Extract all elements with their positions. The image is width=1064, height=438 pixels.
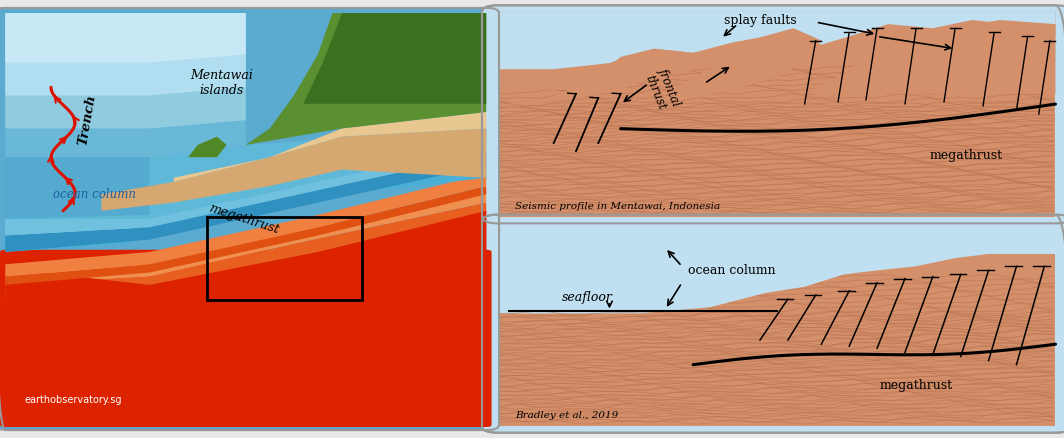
- Text: frontal
thrust: frontal thrust: [642, 66, 683, 113]
- Polygon shape: [5, 145, 486, 236]
- Polygon shape: [498, 221, 1055, 314]
- Polygon shape: [101, 128, 486, 211]
- Polygon shape: [5, 190, 486, 285]
- FancyBboxPatch shape: [482, 215, 1064, 433]
- Polygon shape: [498, 12, 1055, 69]
- Text: ocean column: ocean column: [688, 264, 776, 277]
- Polygon shape: [5, 13, 246, 157]
- Text: Seismic profile in Mentawai, Indonesia: Seismic profile in Mentawai, Indonesia: [515, 202, 720, 211]
- Polygon shape: [173, 112, 486, 182]
- Bar: [207, 217, 362, 300]
- Polygon shape: [5, 211, 486, 425]
- Polygon shape: [246, 13, 486, 145]
- Polygon shape: [5, 128, 486, 219]
- Polygon shape: [5, 13, 246, 95]
- Text: Mentawai
islands: Mentawai islands: [190, 69, 253, 97]
- Polygon shape: [5, 13, 246, 128]
- Polygon shape: [498, 225, 1055, 426]
- Text: seafloor: seafloor: [562, 290, 613, 304]
- Polygon shape: [665, 28, 821, 98]
- Polygon shape: [804, 20, 1055, 94]
- Polygon shape: [5, 13, 246, 63]
- Polygon shape: [188, 137, 227, 157]
- Polygon shape: [498, 12, 1055, 90]
- Polygon shape: [5, 186, 486, 285]
- Polygon shape: [498, 16, 1055, 217]
- Text: Bradley et al., 2019: Bradley et al., 2019: [515, 411, 618, 420]
- Polygon shape: [5, 13, 150, 219]
- Polygon shape: [5, 166, 486, 252]
- Polygon shape: [5, 174, 486, 277]
- Polygon shape: [5, 202, 486, 301]
- Text: splay faults: splay faults: [724, 14, 796, 27]
- Text: earthobservatory.sg: earthobservatory.sg: [24, 395, 122, 405]
- Polygon shape: [498, 49, 693, 108]
- Polygon shape: [5, 219, 486, 425]
- Text: Trench: Trench: [77, 94, 98, 147]
- FancyBboxPatch shape: [0, 8, 499, 430]
- Text: ocean column: ocean column: [53, 188, 136, 201]
- Text: megathrust: megathrust: [930, 149, 1003, 162]
- Polygon shape: [303, 13, 486, 104]
- FancyBboxPatch shape: [0, 250, 492, 427]
- Text: megathrust: megathrust: [207, 201, 281, 237]
- Polygon shape: [5, 153, 486, 252]
- Polygon shape: [5, 157, 486, 236]
- FancyBboxPatch shape: [482, 5, 1064, 223]
- Polygon shape: [5, 13, 126, 219]
- Text: megathrust: megathrust: [880, 379, 952, 392]
